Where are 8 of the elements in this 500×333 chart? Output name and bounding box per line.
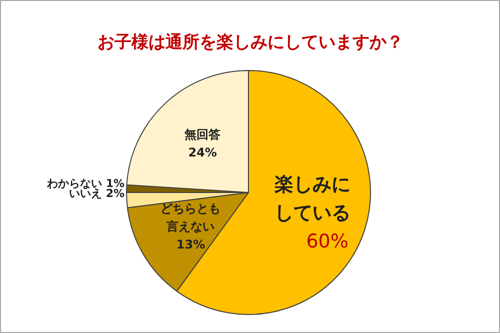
slice-label: 無回答	[184, 128, 222, 142]
data-label: 60%	[306, 230, 348, 253]
data-label: 24%	[188, 146, 217, 160]
chart-title: お子様は通所を楽しみにしていますか？	[98, 32, 404, 52]
slice-label: どちらとも言えない	[160, 202, 221, 234]
slice-label: 楽しみにしている	[273, 174, 350, 224]
slice-label: わからない 1%	[46, 177, 125, 190]
data-label: 13%	[176, 238, 206, 252]
